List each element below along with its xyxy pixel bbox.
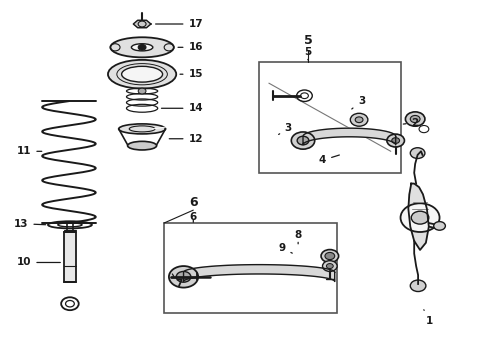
Polygon shape: [133, 20, 151, 28]
Ellipse shape: [108, 60, 176, 89]
Ellipse shape: [176, 271, 190, 282]
Ellipse shape: [321, 249, 338, 262]
Text: 4: 4: [318, 155, 339, 165]
Text: 16: 16: [178, 42, 203, 52]
Text: 6: 6: [189, 212, 197, 222]
Text: 10: 10: [17, 257, 60, 267]
Polygon shape: [407, 184, 428, 250]
Text: 3: 3: [278, 123, 291, 134]
Ellipse shape: [127, 141, 156, 150]
Text: 14: 14: [161, 103, 203, 113]
Ellipse shape: [409, 148, 424, 158]
Ellipse shape: [297, 136, 308, 145]
Ellipse shape: [405, 112, 424, 126]
Text: 17: 17: [155, 19, 203, 29]
Text: 13: 13: [14, 219, 45, 229]
Ellipse shape: [391, 138, 399, 143]
Ellipse shape: [138, 44, 146, 50]
Polygon shape: [183, 265, 334, 282]
Text: 2: 2: [403, 118, 418, 128]
Ellipse shape: [386, 134, 404, 147]
Text: 11: 11: [17, 146, 41, 156]
Ellipse shape: [410, 211, 428, 224]
Ellipse shape: [131, 44, 153, 51]
Ellipse shape: [138, 88, 146, 94]
Ellipse shape: [325, 252, 334, 260]
Ellipse shape: [322, 261, 336, 271]
Ellipse shape: [409, 116, 419, 123]
Bar: [163, 223, 336, 313]
Text: 9: 9: [278, 243, 292, 253]
Text: 6: 6: [188, 196, 197, 209]
Ellipse shape: [122, 66, 162, 82]
Ellipse shape: [119, 124, 165, 134]
Bar: [63, 232, 76, 282]
Bar: [259, 62, 400, 173]
Text: 3: 3: [351, 96, 365, 109]
Text: 12: 12: [169, 134, 203, 144]
Text: 5: 5: [303, 34, 312, 47]
Text: 7: 7: [172, 274, 182, 289]
Text: 15: 15: [180, 69, 203, 79]
Ellipse shape: [433, 222, 445, 230]
Ellipse shape: [326, 264, 332, 269]
Ellipse shape: [291, 132, 314, 149]
Text: 1: 1: [423, 310, 432, 325]
Ellipse shape: [168, 266, 198, 288]
Text: 8: 8: [294, 230, 301, 244]
Ellipse shape: [354, 117, 362, 123]
Polygon shape: [303, 128, 395, 145]
Ellipse shape: [110, 37, 173, 57]
Text: 5: 5: [304, 46, 311, 60]
Ellipse shape: [409, 280, 425, 292]
Ellipse shape: [349, 113, 367, 126]
Ellipse shape: [400, 203, 439, 232]
